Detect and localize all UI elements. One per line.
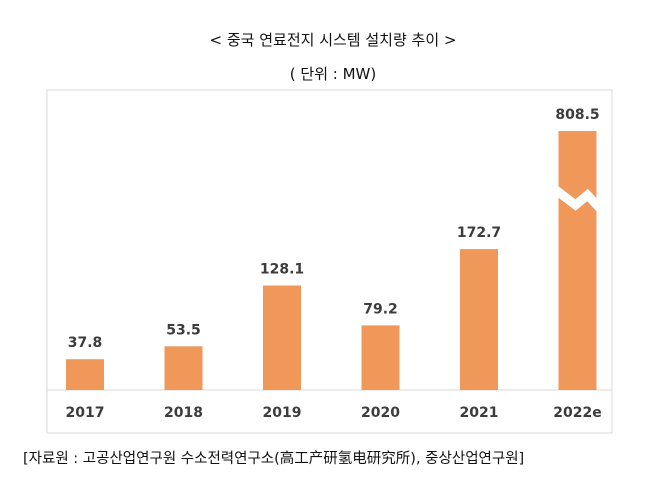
x-tick-2021: 2021 (460, 405, 499, 421)
bars-layer: 37.8 2017 53.5 2018 128.1 2019 79.2 2020 172.7 20… (66, 107, 604, 421)
data-label-2022e: 808.5 (555, 107, 599, 123)
bar-2021 (460, 249, 498, 390)
x-tick-2019: 2019 (263, 405, 302, 421)
data-label-2019: 128.1 (260, 262, 304, 278)
data-label-2021: 172.7 (457, 225, 501, 241)
x-tick-2022e: 2022e (553, 405, 601, 421)
source-note: [자료원 : 고공산업연구원 수소전력연구소(高工产研氢电研究所), 중상산업연… (23, 451, 525, 467)
bar-2018 (164, 346, 203, 390)
bar-2020 (361, 325, 400, 390)
data-label-2017: 37.8 (68, 335, 103, 351)
bar-2019 (263, 285, 301, 390)
bar-2022e (558, 131, 597, 390)
axis-break-marker (551, 185, 604, 213)
chart-title: < 중국 연료전지 시스템 설치량 추이 > (209, 31, 457, 49)
x-tick-2018: 2018 (164, 405, 203, 421)
data-label-2020: 79.2 (363, 301, 398, 317)
chart-unit: ( 단위 : MW) (289, 65, 377, 83)
plot-frame (46, 89, 613, 434)
bar-2017 (66, 359, 104, 390)
x-tick-2020: 2020 (361, 405, 400, 421)
data-label-2018: 53.5 (166, 322, 201, 338)
x-tick-2017: 2017 (66, 405, 105, 421)
